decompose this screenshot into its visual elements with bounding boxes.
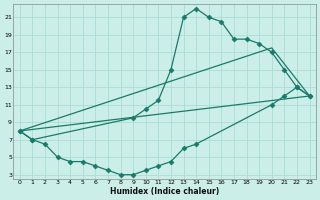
- X-axis label: Humidex (Indice chaleur): Humidex (Indice chaleur): [110, 187, 219, 196]
